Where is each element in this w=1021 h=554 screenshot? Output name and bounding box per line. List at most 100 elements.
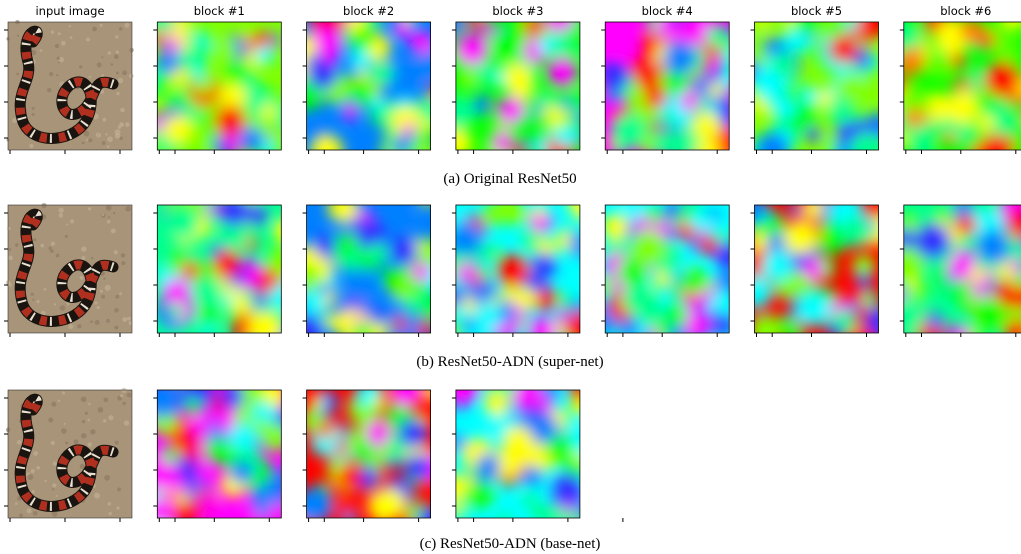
heat-blob	[467, 11, 484, 28]
heat-blob	[953, 197, 973, 217]
gravel	[70, 36, 73, 39]
gravel	[52, 488, 54, 490]
column-header: block #5	[791, 4, 842, 18]
gravel	[116, 506, 119, 509]
gravel	[36, 466, 40, 470]
gravel	[41, 203, 46, 208]
gravel	[27, 508, 32, 513]
heat-blob	[531, 253, 556, 278]
heat-blob	[238, 127, 264, 153]
gravel	[66, 224, 68, 226]
heat-blob	[475, 285, 492, 302]
gravel	[87, 419, 90, 422]
gravel	[58, 400, 61, 403]
heat-blob	[252, 293, 268, 309]
heat-blob	[960, 19, 985, 44]
gravel	[102, 214, 104, 216]
column-header: block #4	[642, 4, 693, 18]
heat-blob	[927, 312, 944, 329]
heat-blob	[184, 398, 201, 415]
gravel	[101, 56, 103, 58]
gravel	[101, 295, 105, 299]
heat-blob	[569, 86, 596, 113]
gravel	[86, 139, 88, 141]
heat-blob	[568, 187, 599, 218]
heat-blob	[514, 288, 536, 310]
gravel	[106, 205, 112, 211]
heat-blob	[796, 292, 830, 326]
heat-blob	[402, 124, 415, 137]
gravel	[121, 253, 125, 257]
gravel	[33, 238, 36, 241]
heat-blob	[909, 285, 926, 302]
gravel	[119, 292, 122, 295]
heat-blob	[528, 317, 556, 345]
gravel	[88, 207, 91, 210]
heat-blob	[973, 297, 1005, 329]
heat-blob	[171, 69, 188, 86]
gravel	[15, 243, 18, 246]
heat-blob	[310, 395, 324, 409]
gravel	[95, 320, 100, 325]
heat-blob	[568, 232, 584, 248]
gravel	[103, 397, 108, 402]
gravel	[108, 502, 112, 506]
gravel	[74, 439, 79, 444]
heat-blob	[143, 382, 179, 418]
gravel	[104, 475, 110, 481]
heat-blob	[739, 275, 773, 309]
heat-blob	[555, 37, 576, 58]
gravel	[107, 145, 110, 148]
row-caption: (b) ResNet50-ADN (super-net)	[416, 354, 603, 370]
gravel	[117, 487, 121, 491]
gravel	[124, 23, 129, 28]
heat-blob	[381, 267, 403, 289]
gravel	[77, 324, 81, 328]
heat-blob	[948, 325, 970, 347]
heat-blob	[256, 419, 268, 431]
heat-blob	[736, 194, 766, 224]
heat-blob	[497, 514, 513, 530]
column-header: block #6	[940, 4, 991, 18]
gravel	[103, 118, 107, 122]
heat-blobs	[736, 192, 897, 347]
heatmap	[288, 375, 451, 536]
heat-blob	[261, 104, 276, 119]
heat-blob	[551, 473, 583, 505]
heat-blob	[503, 64, 533, 94]
gravel	[58, 61, 60, 63]
heat-blob	[341, 253, 360, 272]
gravel	[81, 397, 87, 403]
gravel	[47, 88, 51, 92]
gravel	[121, 261, 125, 265]
heat-blob	[197, 304, 218, 325]
heatmap	[594, 7, 750, 167]
heat-blob	[217, 414, 235, 432]
heatmap	[889, 5, 1021, 170]
heat-blob	[631, 55, 657, 81]
heat-blob	[894, 288, 906, 300]
gravel	[129, 48, 134, 53]
heat-blob	[915, 223, 951, 259]
gravel	[81, 433, 87, 439]
gravel	[89, 76, 91, 78]
gravel	[15, 502, 18, 505]
gravel	[85, 412, 88, 415]
heat-blob	[458, 69, 479, 90]
heat-blob	[679, 91, 699, 111]
gravel	[96, 133, 101, 138]
gravel	[52, 483, 56, 487]
gravel	[59, 208, 64, 213]
gravel	[101, 74, 104, 77]
gravel	[29, 144, 33, 148]
gravel	[108, 415, 113, 420]
gravel	[115, 441, 119, 445]
gravel	[113, 212, 115, 214]
gravel	[114, 250, 118, 254]
gravel	[105, 133, 107, 135]
heat-blob	[669, 93, 681, 105]
heat-blob	[247, 204, 268, 225]
gravel	[32, 107, 35, 110]
gravel	[17, 440, 22, 445]
heat-blob	[439, 95, 474, 130]
